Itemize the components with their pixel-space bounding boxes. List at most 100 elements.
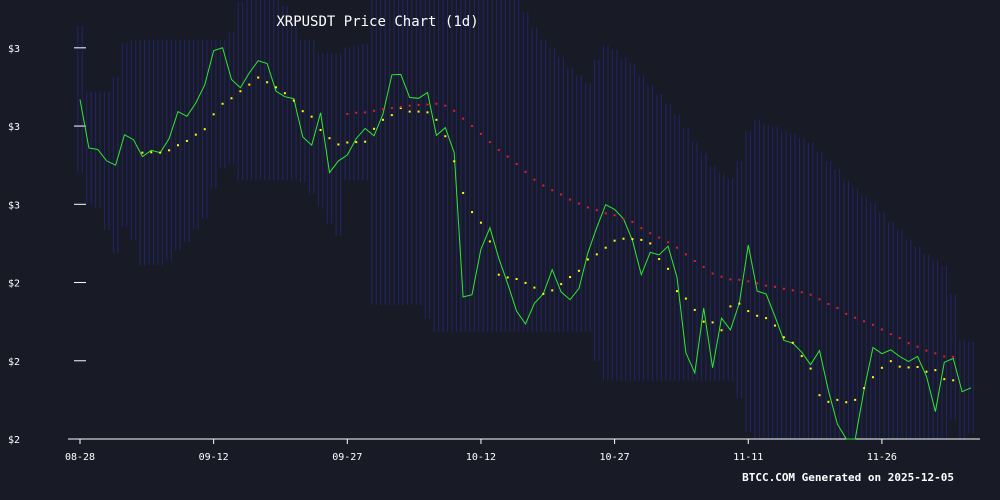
x-tick-label: 09-12 [199,452,229,463]
ma-short-point [150,151,153,154]
ma-short-point [453,160,456,163]
ma-short-point [435,118,438,121]
ma-short-point [542,292,545,295]
ma-short-point [809,367,812,370]
ma-short-point [390,114,393,117]
ma-short-point [141,151,144,154]
ma-long-point [756,282,759,285]
ma-short-point [185,139,188,142]
ma-long-point [586,206,589,209]
x-tick-label: 09-27 [332,452,362,463]
x-tick-label: 10-27 [600,452,630,463]
ma-long-point [533,178,536,181]
ma-short-point [667,267,670,270]
ma-short-point [417,110,420,113]
y-tick-label: $3 [8,122,20,133]
ma-short-point [355,141,358,144]
ma-long-point [791,289,794,292]
ma-short-point [203,128,206,131]
ma-long-point [729,278,732,281]
ma-short-point [346,141,349,144]
ma-long-point [675,246,678,249]
ma-short-point [880,366,883,369]
ma-short-point [640,238,643,241]
ma-long-point [952,355,955,358]
ma-short-point [818,394,821,397]
ma-short-point [257,76,260,79]
ma-short-point [426,111,429,114]
ma-short-point [230,97,233,100]
ma-short-point [283,92,286,95]
ma-long-point [390,107,393,110]
chart-title: XRPUSDT Price Chart (1d) [276,14,479,30]
ma-short-point [266,81,269,84]
ma-long-point [889,333,892,336]
ma-short-point [889,360,892,363]
ma-long-point [631,220,634,223]
ma-long-point [604,212,607,215]
ma-long-point [871,323,874,326]
ma-long-point [854,316,857,319]
ma-short-point [684,297,687,300]
ma-short-point [515,278,518,281]
ma-short-point [675,290,678,293]
ma-short-point [194,133,197,136]
ma-long-point [488,141,491,144]
ma-short-point [791,341,794,344]
ma-long-point [497,148,500,151]
ma-short-point [569,276,572,279]
ma-short-point [702,320,705,323]
ma-short-point [782,336,785,339]
ma-long-point [925,349,928,352]
ma-long-point [471,125,474,128]
ma-short-series [141,76,955,404]
ma-short-point [738,302,741,305]
ma-long-point [765,284,768,287]
ma-long-point [551,189,554,192]
ma-short-point [720,329,723,332]
ma-short-point [773,324,776,327]
ma-long-point [444,104,447,107]
ma-short-point [693,308,696,311]
ma-short-point [462,191,465,194]
ma-short-point [577,269,580,272]
ma-long-point [542,184,545,187]
ma-long-point [613,214,616,217]
ma-short-point [943,378,946,381]
ma-long-point [711,272,714,275]
ma-long-point [827,303,830,306]
ma-short-point [292,99,295,102]
y-tick-label: $2 [8,435,20,446]
ma-long-point [907,342,910,345]
ma-long-point [426,103,429,106]
ma-short-point [729,305,732,308]
ma-long-point [381,108,384,111]
ma-short-point [533,286,536,289]
ma-long-point [880,328,883,331]
ma-long-point [373,109,376,112]
ma-long-point [435,102,438,105]
ma-long-point [622,218,625,221]
ma-long-point [462,117,465,120]
y-tick-label: $2 [8,357,20,368]
ma-short-point [488,240,491,243]
ma-short-point [159,151,162,154]
ma-short-point [560,283,563,286]
ma-short-point [595,253,598,256]
ma-long-point [506,155,509,158]
ma-short-point [765,317,768,320]
ma-short-point [239,90,242,93]
ma-short-point [221,102,224,105]
ma-short-point [337,143,340,146]
ma-long-series [346,102,955,358]
ma-short-point [622,237,625,240]
price-series-line [79,47,972,440]
ma-short-point [631,238,634,241]
ma-long-point [818,298,821,301]
ma-long-point [479,132,482,135]
ma-long-point [782,287,785,290]
ma-short-point [310,115,313,118]
ma-long-point [916,345,919,348]
ma-short-point [800,355,803,358]
ma-short-point [863,387,866,390]
